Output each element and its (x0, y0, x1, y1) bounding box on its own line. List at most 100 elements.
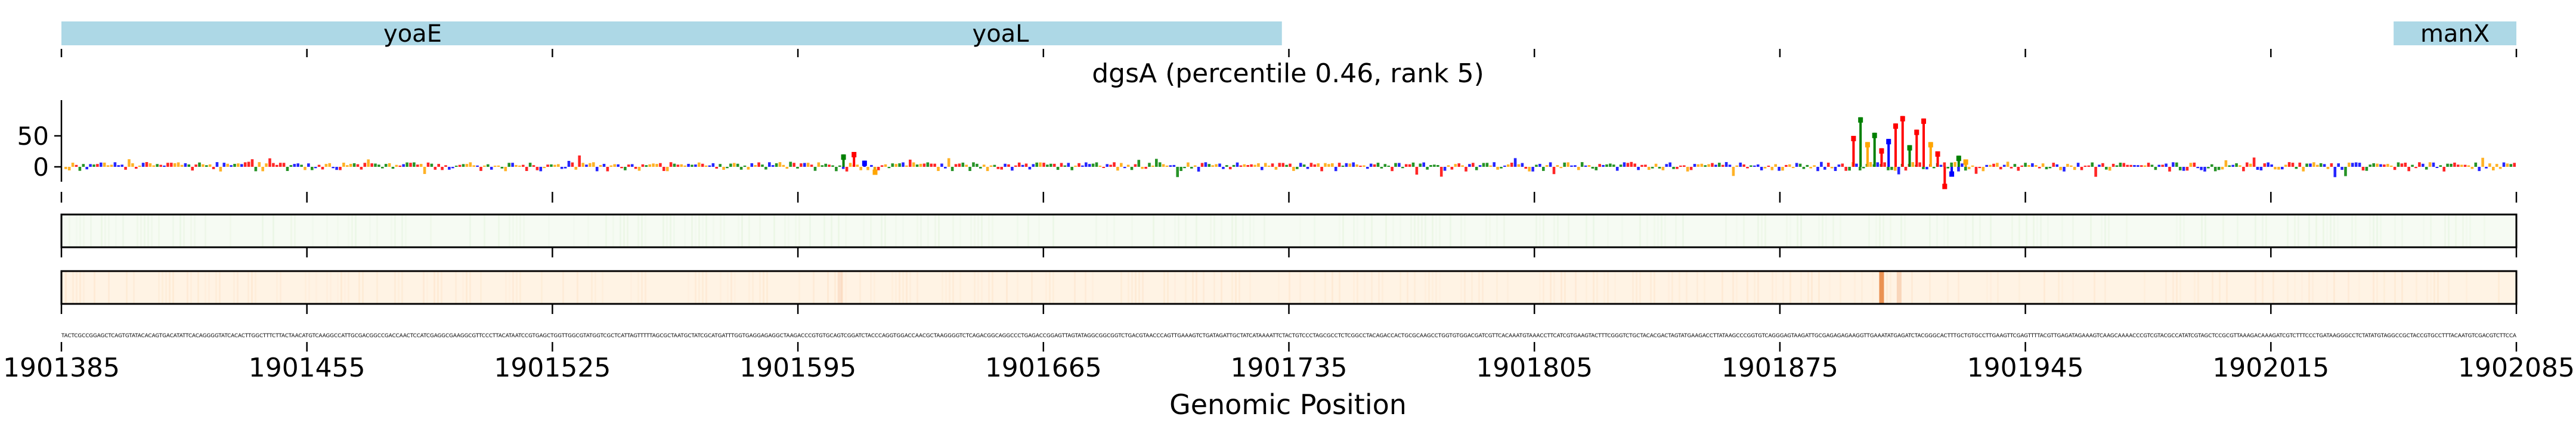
heatmap-cell (977, 271, 979, 304)
attribution-noise-mark (1894, 167, 1897, 171)
attribution-noise-mark (321, 167, 324, 170)
attribution-peaks (841, 116, 1968, 189)
attribution-noise-mark (950, 167, 954, 172)
heatmap-cell (1503, 214, 1505, 247)
attribution-noise-mark (739, 167, 743, 170)
attribution-noise-mark (131, 163, 134, 167)
heatmap-cell (1196, 271, 1197, 304)
heatmap-cell (902, 214, 904, 247)
heatmap-cell (2298, 214, 2299, 247)
heatmap-cell (523, 214, 525, 247)
heatmap-cell (1782, 271, 1784, 304)
heatmap-cell (2423, 214, 2425, 247)
attribution-noise-mark (110, 164, 113, 167)
heatmap-cell (974, 214, 976, 247)
attribution-noise-mark (2404, 163, 2407, 167)
heatmap-cell (2262, 214, 2264, 247)
heatmap-cell (2026, 214, 2027, 247)
attribution-noise-mark (1085, 162, 1088, 167)
attribution-peak (1866, 142, 1869, 167)
attribution-noise-mark (1422, 162, 1425, 167)
attribution-noise-mark (250, 159, 254, 167)
attribution-noise-mark (2193, 162, 2196, 167)
attribution-noise-mark (2105, 167, 2108, 170)
attribution-noise-mark (1570, 165, 1573, 167)
attribution-noise-mark (1317, 163, 1320, 167)
heatmap-cell (952, 271, 954, 304)
attribution-noise-mark (1130, 167, 1134, 170)
y-tick-label: 50 (17, 122, 49, 151)
attribution-noise-mark (2383, 164, 2386, 167)
attribution-noise-mark (2217, 167, 2221, 170)
heatmap-cell (2373, 214, 2374, 247)
heatmap-cell (2047, 214, 2049, 247)
heatmap-cell (1682, 214, 1684, 247)
heatmap-cell (1464, 271, 1466, 304)
heatmap-hotspot (837, 271, 843, 304)
heatmap-cell (1743, 214, 1745, 247)
attribution-noise-mark (2210, 164, 2213, 167)
attribution-noise-mark (655, 164, 658, 167)
attribution-noise-mark (286, 167, 289, 171)
attribution-noise-mark (138, 165, 141, 167)
heatmap-track-2 (60, 270, 2518, 314)
attribution-peak-cap (862, 160, 867, 166)
heatmap-cell (2183, 214, 2185, 247)
heatmap-cell (1496, 214, 1498, 247)
attribution-noise-mark (1415, 167, 1419, 175)
heatmap-cell (970, 214, 972, 247)
heatmap-cell (870, 271, 872, 304)
attribution-noise-mark (426, 162, 430, 167)
heatmap-cell (1131, 214, 1133, 247)
heatmap-cell (1636, 271, 1637, 304)
attribution-noise-mark (560, 167, 564, 169)
attribution-noise-mark (2221, 167, 2224, 170)
heatmap-cell (1138, 271, 1140, 304)
attribution-noise-mark (152, 165, 156, 167)
attribution-noise-mark (198, 162, 201, 167)
attribution-noise-mark (1067, 163, 1070, 167)
attribution-noise-mark (2411, 164, 2414, 167)
attribution-noise-mark (1897, 167, 1900, 175)
heatmap-cell (1400, 214, 1401, 247)
heatmap-cell (208, 271, 210, 304)
heatmap-cell (2401, 214, 2403, 247)
heatmap-cell (695, 271, 696, 304)
x-tick-label: 1901805 (1476, 353, 1593, 383)
attribution-noise-mark (810, 164, 813, 167)
heatmap-cell (1632, 271, 1634, 304)
heatmap-cell (1392, 214, 1394, 247)
attribution-noise-mark (602, 164, 606, 167)
attribution-noise-mark (1648, 167, 1651, 170)
heatmap-cell (466, 271, 467, 304)
heatmap-cell (1095, 214, 1097, 247)
heatmap-cell (1818, 214, 1820, 247)
heatmap-cell (72, 271, 74, 304)
attribution-noise-mark (1274, 167, 1278, 170)
attribution-noise-mark (1334, 167, 1337, 172)
heatmap-cell (1775, 271, 1777, 304)
heatmap-cell (1747, 271, 1748, 304)
attribution-noise-mark (1696, 164, 1700, 167)
attribution-noise-mark (652, 163, 655, 167)
heatmap-cell (2090, 214, 2092, 247)
attribution-peak-cap (872, 169, 878, 175)
attribution-noise-mark (757, 162, 760, 167)
heatmap-cell (2172, 271, 2174, 304)
heatmap-cell (2179, 214, 2181, 247)
attribution-peak (1936, 151, 1939, 167)
heatmap-cell (1789, 271, 1791, 304)
attribution-noise-mark (1302, 164, 1306, 167)
attribution-noise-mark (2259, 167, 2263, 170)
attribution-noise-mark (2024, 163, 2027, 167)
heatmap-cell (1324, 271, 1326, 304)
attribution-noise-mark (2309, 163, 2312, 167)
heatmap-cell (290, 214, 292, 247)
attribution-noise-mark (2386, 164, 2389, 167)
attribution-noise-mark (564, 167, 567, 169)
heatmap-cell (1213, 271, 1215, 304)
attribution-noise-mark (2368, 164, 2372, 167)
heatmap-cell (2308, 271, 2310, 304)
attribution-noise-mark (1974, 167, 1978, 174)
attribution-noise-mark (1032, 164, 1035, 167)
